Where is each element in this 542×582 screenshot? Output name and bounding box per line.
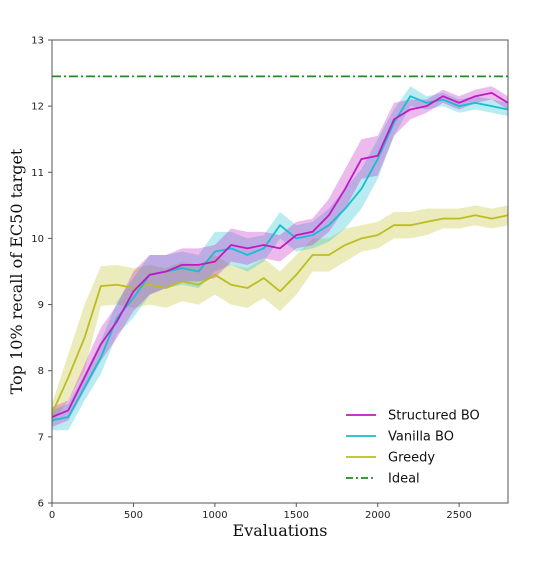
legend: Structured BO Vanilla BO Greedy Ideal: [346, 409, 480, 487]
structured-bo-line: [51, 92, 509, 418]
x-tick-label: 2000: [365, 510, 390, 521]
greedy-line: [51, 214, 509, 415]
x-tick-label: 500: [124, 510, 143, 521]
legend-label-ideal: Ideal: [388, 472, 420, 487]
y-tick-label: 7: [38, 432, 44, 443]
structured-bo-band: [52, 86, 508, 427]
x-tick-label: 0: [49, 510, 55, 521]
legend-label-structured-bo: Structured BO: [388, 409, 480, 424]
y-tick-label: 10: [31, 234, 44, 245]
y-axis-label: Top 10% recall of EC50 target: [7, 148, 26, 394]
y-tick-label: 9: [38, 300, 44, 311]
y-tick-label: 11: [31, 168, 44, 179]
greedy-band: [52, 205, 508, 424]
plot-frame: [51, 39, 509, 504]
x-tick-label: 1500: [284, 510, 309, 521]
y-tick-label: 13: [31, 36, 44, 47]
x-tick-label: 1000: [202, 510, 227, 521]
series-lines: [51, 75, 509, 422]
axis-ticks: 0 500 1000 1500 2000 2500 6 7 8 9 10 11 12 13: [31, 36, 472, 522]
y-tick-label: 6: [38, 499, 44, 510]
y-tick-label: 12: [31, 102, 44, 113]
x-tick-label: 2500: [446, 510, 471, 521]
y-tick-label: 8: [38, 366, 44, 377]
legend-label-vanilla-bo: Vanilla BO: [388, 430, 454, 445]
x-axis-label: Evaluations: [233, 521, 328, 540]
vanilla-bo-line: [51, 95, 509, 422]
confidence-bands: [52, 86, 508, 431]
legend-label-greedy: Greedy: [388, 451, 435, 466]
